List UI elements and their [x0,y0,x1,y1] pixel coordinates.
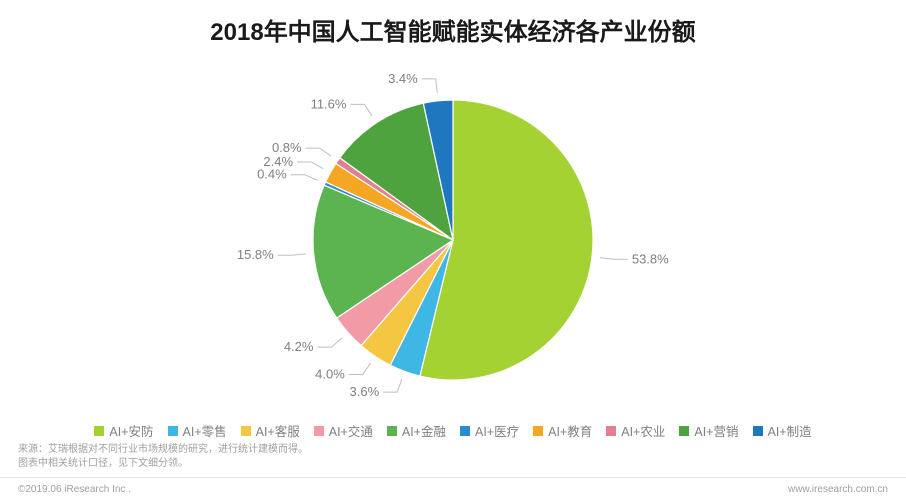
slice-label: 4.0% [315,367,345,382]
legend-label: AI+教育 [548,421,592,440]
legend-item: AI+客服 [241,421,300,440]
chart-container: 2018年中国人工智能赋能实体经济各产业份额 53.8% 3.6% 4.0%4.2%… [0,0,906,500]
slice-label: 3.6% [350,384,380,399]
slice-label: 11.6% [311,96,347,111]
legend-swatch [241,426,251,436]
pie-chart-svg: 53.8% 3.6% 4.0%4.2% 15.8% 0.4%2.4%0.8% 11.6% 3… [0,50,906,410]
slice-label: 2.4% [263,154,293,169]
legend-label: AI+安防 [109,421,153,440]
source-text: 来源：艾瑞根据对不同行业市场规模的研究，进行统计建模而得。 图表中相关统计口径，… [18,443,308,470]
legend-label: AI+营销 [694,421,738,440]
legend-swatch [314,426,324,436]
chart-title: 2018年中国人工智能赋能实体经济各产业份额 [0,12,906,47]
slice-label: 53.8% [632,251,669,266]
legend: AI+安防 AI+零售 AI+客服 AI+交通 AI+金融 AI+医疗 AI+教育 AI+农业… [0,421,906,440]
slice-leader [297,162,323,169]
legend-label: AI+客服 [256,421,300,440]
legend-swatch [460,426,470,436]
legend-swatch [606,426,616,436]
slice-leader [600,258,628,260]
legend-label: AI+农业 [621,421,665,440]
legend-label: AI+零售 [183,421,227,440]
slice-leader [291,175,318,181]
slice-leader [306,148,332,156]
legend-swatch [533,426,543,436]
legend-swatch [387,426,397,436]
legend-item: AI+零售 [168,421,227,440]
slice-leader [350,104,372,116]
footer-divider [0,477,906,478]
slice-label: 4.2% [284,339,314,354]
slice-leader [383,379,402,392]
slice-leader [278,254,306,255]
slice-label: 0.8% [272,140,302,155]
legend-item: AI+教育 [533,421,592,440]
copyright-text: ©2019.06 iResearch Inc . [18,484,131,495]
legend-item: AI+制造 [753,421,812,440]
legend-swatch [753,426,763,436]
slice-leader [349,363,371,375]
source-line-2: 图表中相关统计口径，见下文细分领。 [18,457,308,471]
slice-label: 3.4% [388,71,418,86]
legend-label: AI+制造 [768,421,812,440]
legend-item: AI+交通 [314,421,373,440]
legend-item: AI+营销 [679,421,738,440]
legend-swatch [94,426,104,436]
pie-chart-area: 53.8% 3.6% 4.0%4.2% 15.8% 0.4%2.4%0.8% 11.6% 3… [0,50,906,410]
slice-label: 15.8% [237,247,274,262]
source-url: www.iresearch.com.cn [788,484,888,495]
legend-swatch [168,426,178,436]
legend-label: AI+金融 [402,421,446,440]
legend-label: AI+医疗 [475,421,519,440]
source-line-1: 来源：艾瑞根据对不同行业市场规模的研究，进行统计建模而得。 [18,443,308,457]
legend-item: AI+医疗 [460,421,519,440]
legend-item: AI+安防 [94,421,153,440]
slice-label: 0.4% [257,167,287,182]
slice-leader [422,79,437,93]
legend-item: AI+金融 [387,421,446,440]
slice-leader [317,338,342,347]
legend-item: AI+农业 [606,421,665,440]
legend-swatch [679,426,689,436]
legend-label: AI+交通 [329,421,373,440]
